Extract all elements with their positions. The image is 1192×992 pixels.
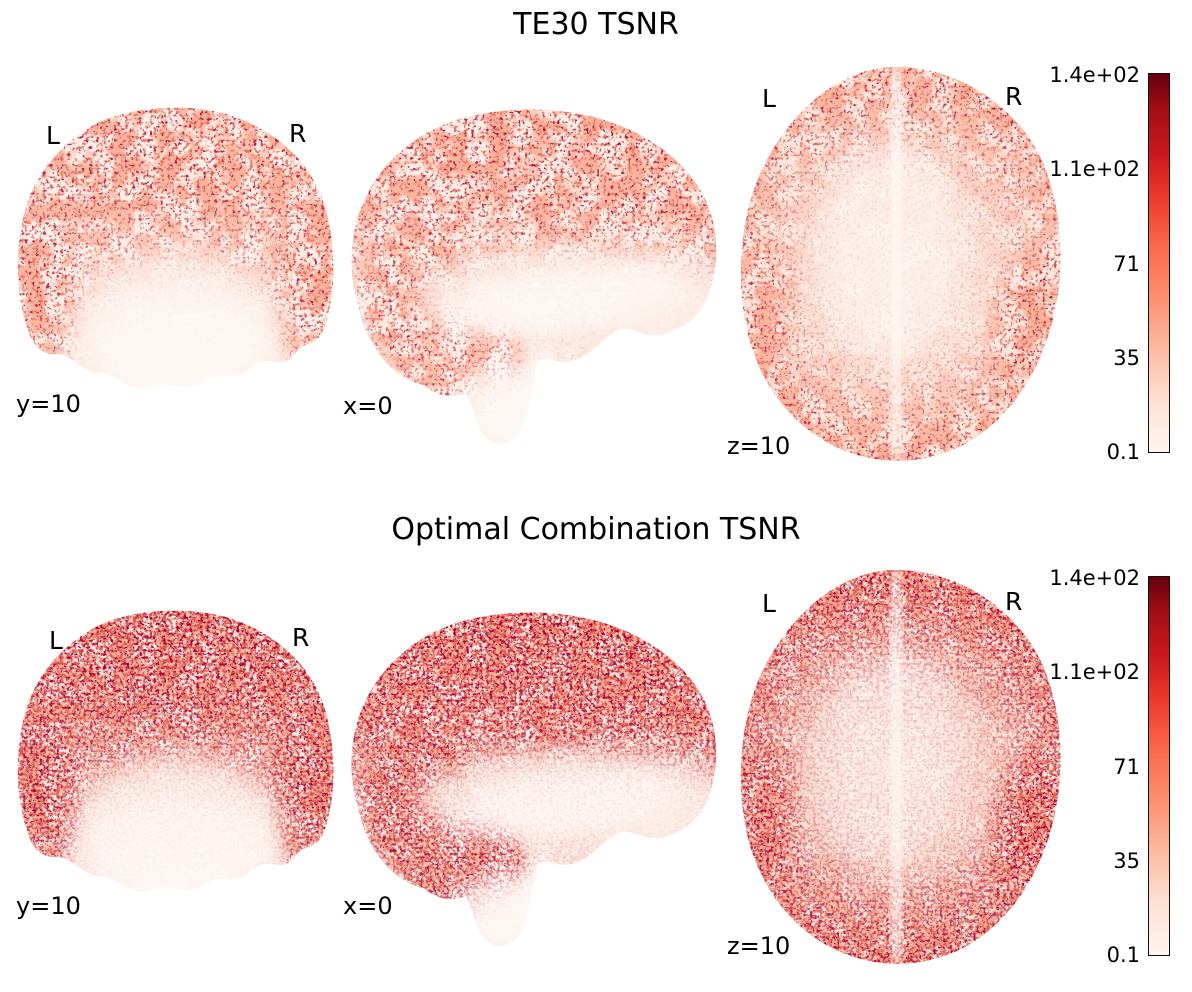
coronal-right-label: R (289, 119, 307, 148)
axial-left-label: L (762, 589, 776, 618)
sagittal-cut-label: x=0 (343, 892, 393, 920)
axial-cut-label: z=10 (727, 432, 791, 460)
coronal-cut-label: y=10 (16, 390, 81, 418)
colorbar-tick: 71 (1113, 755, 1140, 779)
panel-te30-slices (0, 55, 1075, 470)
panel-optcom-slices (0, 558, 1075, 973)
panel-title-optcom: Optimal Combination TSNR (391, 512, 801, 547)
colorbar-tick: 71 (1113, 252, 1140, 276)
axial-right-label: R (1005, 587, 1023, 616)
colorbar-tick: 1.1e+02 (1049, 660, 1140, 684)
colorbar-tick: 1.4e+02 (1049, 566, 1140, 590)
axial-left-label: L (762, 84, 776, 113)
coronal-cut-label: y=10 (16, 892, 81, 920)
colorbar-tick: 0.1 (1106, 440, 1140, 464)
colorbar-optcom (1148, 576, 1170, 956)
coronal-left-label: L (46, 121, 60, 150)
colorbar-tick: 35 (1113, 346, 1140, 370)
sagittal-cut-label: x=0 (343, 392, 393, 420)
coronal-right-label: R (292, 623, 310, 652)
axial-cut-label: z=10 (727, 932, 791, 960)
colorbar-tick: 1.4e+02 (1049, 63, 1140, 87)
panel-title-te30: TE30 TSNR (513, 7, 679, 42)
axial-right-label: R (1005, 82, 1023, 111)
colorbar-tick: 35 (1113, 849, 1140, 873)
coronal-left-label: L (49, 626, 63, 655)
colorbar-tick: 1.1e+02 (1049, 157, 1140, 181)
colorbar-te30 (1148, 73, 1170, 453)
colorbar-tick: 0.1 (1106, 943, 1140, 967)
